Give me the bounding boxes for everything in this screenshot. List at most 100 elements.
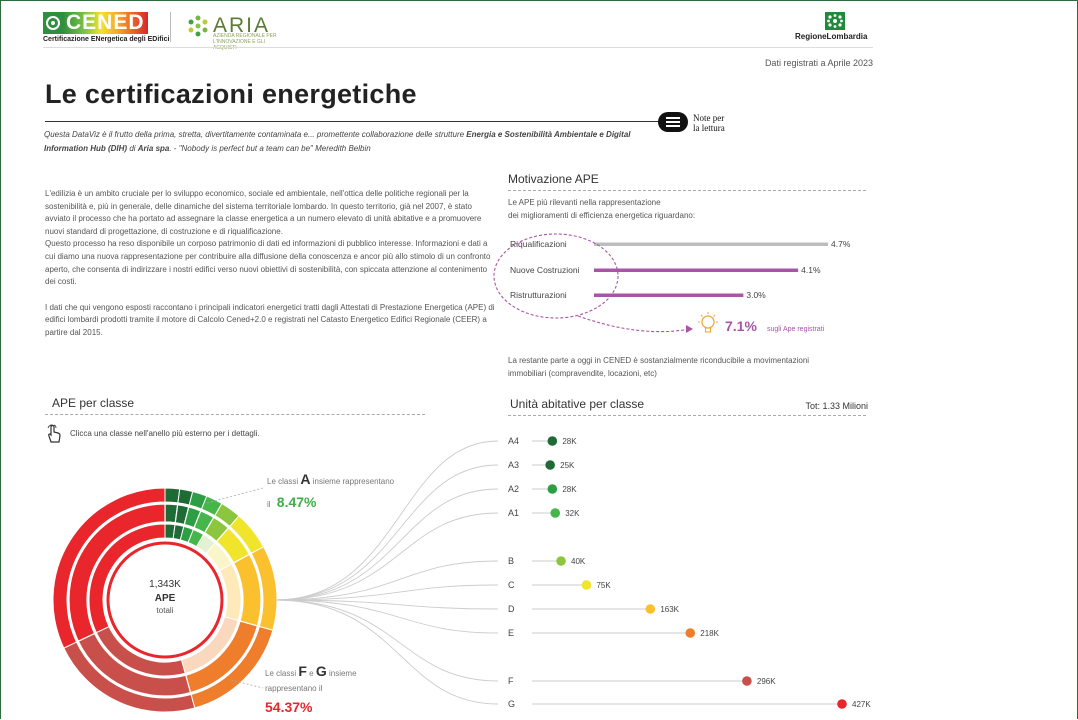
data-date-note: Dati registrati a Aprile 2023 (764, 58, 873, 68)
cened-logo-icon (43, 12, 63, 34)
motiv-arrow-line (577, 315, 691, 333)
note-a-suffix: insieme rappresentano (312, 477, 395, 486)
subtitle-part2: di (127, 144, 138, 153)
note-fg-value: 54.37% (265, 699, 313, 715)
lollipop-value-label: 32K (565, 509, 580, 518)
note-fg-e: e (309, 669, 314, 678)
note-fg-letter2: G (315, 663, 327, 679)
lollipop-connector (274, 488, 499, 601)
motiv-bar (594, 268, 799, 272)
lightbulb-icon (698, 312, 718, 333)
donut-annotation-line-fg (230, 679, 264, 689)
subtitle-bold1: Energia e Sostenibilità Ambientale e Dig… (44, 130, 631, 153)
subtitle-part3: . - "Nobody is perfect but a team can be… (169, 144, 371, 153)
lollipop-connector (274, 560, 499, 601)
lollipop-category-label: A1 (508, 508, 519, 518)
aria-logo-icon (188, 15, 208, 37)
notes-label-line2: la lettura (693, 123, 725, 133)
note-a-value: 8.47% (276, 494, 317, 510)
cened-logo-mark: CENED (43, 12, 169, 34)
intro-text: L'edilizia è un ambito cruciale per lo s… (45, 188, 495, 340)
unita-lollipop-chart: A4 28K A3 25K A2 28K A1 32K B 40K C 75K D 163K E 218K F 2… (274, 436, 871, 709)
motiv-total-value: 7.1% (725, 318, 757, 334)
aria-tagline: AZIENDA REGIONALE PER L'INNOVAZIONE E GL… (213, 33, 277, 51)
motivazione-description: Le APE più rilevanti nella rappresentazi… (508, 196, 695, 222)
note-a-letter: A (300, 471, 311, 487)
note-a-il: il (267, 500, 271, 509)
region-logo-text: RegioneLombardia (795, 32, 868, 41)
cened-logo[interactable]: CENED Certificazione ENergetica degli ED… (43, 12, 169, 43)
cened-logo-text: CENED (63, 12, 148, 34)
lollipop-category-label: A4 (508, 436, 519, 446)
note-fg-letter1: F (298, 663, 307, 679)
cened-tagline: Certificazione ENergetica degli EDifici (43, 36, 170, 43)
page-subtitle: Questa DataViz è il frutto della prima, … (44, 128, 654, 156)
lollipop-value-label: 427K (852, 700, 871, 709)
lightbulb-icon-glass (701, 315, 715, 329)
motivazione-heading: Motivazione APE (508, 172, 599, 186)
lollipop-connector (274, 599, 499, 634)
lollipop-point (685, 628, 696, 638)
title-underline (45, 121, 660, 122)
lollipop-value-label: 75K (596, 581, 611, 590)
motiv-bar-value: 4.1% (801, 265, 821, 275)
subtitle-part1: Questa DataViz è il frutto della prima, … (44, 130, 467, 139)
subtitle-bold2: Aria spa (137, 144, 170, 153)
ape-donut-chart[interactable] (45, 470, 485, 720)
intro-paragraph-2: Questo processo ha reso disponibile un c… (45, 239, 491, 287)
lollipop-category-label: A2 (508, 484, 519, 494)
unita-total: Tot: 1.33 Milioni (805, 401, 868, 411)
lollipop-value-label: 28K (562, 437, 577, 446)
lightbulb-icon-rays (698, 312, 718, 323)
lollipop-point (581, 580, 592, 590)
note-fg-prefix: Le classi (265, 669, 297, 678)
hand-pointer-icon (47, 424, 61, 443)
lollipop-point (837, 699, 847, 709)
lollipop-value-label: 163K (660, 605, 679, 614)
motiv-total-note: sugli Ape registrati (767, 326, 825, 333)
motiv-bar-label: Nuove Costruzioni (510, 265, 580, 275)
notes-menu-button[interactable] (658, 112, 688, 132)
lollipop-value-label: 40K (571, 557, 586, 566)
unita-heading: Unità abitative per classe (510, 397, 645, 411)
lollipop-connector (274, 599, 499, 682)
motiv-bar-label: Ristrutturazioni (510, 290, 567, 300)
intro-paragraph-3: I dati che qui vengono esposti raccontan… (45, 302, 495, 337)
motivazione-footer: La restante parte a oggi in CENED è sost… (508, 356, 810, 378)
lollipop-point (547, 436, 558, 446)
lombardia-rose-icon (825, 12, 845, 30)
donut-center-value: 1,343K (149, 579, 181, 590)
lollipop-category-label: E (508, 628, 514, 638)
lollipop-connector (274, 512, 499, 601)
donut-annotation-line-a (206, 487, 264, 504)
motiv-bar-value: 3.0% (746, 290, 766, 300)
donut-center-label: 1,343K APE totali (120, 579, 210, 615)
lollipop-connector (274, 440, 499, 601)
donut-center-circle (106, 541, 224, 659)
note-fg-suffix: insieme (328, 669, 357, 678)
donut-outer-segment-g (52, 487, 166, 649)
note-class-a: Le classi A insieme rappresentano (267, 471, 394, 487)
aria-logo-text: ARIA (213, 14, 271, 37)
lollipop-point (645, 604, 656, 614)
lollipop-category-label: C (508, 580, 515, 590)
ape-classe-hint: Clicca una classe nell'anello più estern… (70, 429, 260, 438)
lollipop-value-label: 28K (562, 485, 577, 494)
donut-outer-segment-a4 (164, 487, 181, 504)
donut-center-label1: APE (154, 593, 176, 604)
motiv-bar (594, 293, 744, 297)
motivazione-bar-chart: Riqualificazioni 4.7% Nuove Costruzioni 4.1… (493, 233, 851, 334)
lollipop-connector (274, 599, 499, 705)
lollipop-connector (274, 599, 499, 610)
lollipop-category-label: B (508, 556, 514, 566)
lollipop-point (550, 508, 561, 518)
logo-separator (170, 12, 171, 42)
intro-paragraph-1: L'edilizia è un ambito cruciale per lo s… (45, 189, 482, 236)
motiv-bar-value: 4.7% (831, 239, 851, 249)
notes-label-line1: Note per (693, 113, 725, 123)
donut-middle-segment-g (68, 503, 166, 642)
unita-divider (508, 415, 866, 416)
notes-label[interactable]: Note per la lettura (693, 113, 725, 133)
ape-classe-divider (45, 414, 425, 415)
motiv-highlight-circle (493, 233, 619, 319)
